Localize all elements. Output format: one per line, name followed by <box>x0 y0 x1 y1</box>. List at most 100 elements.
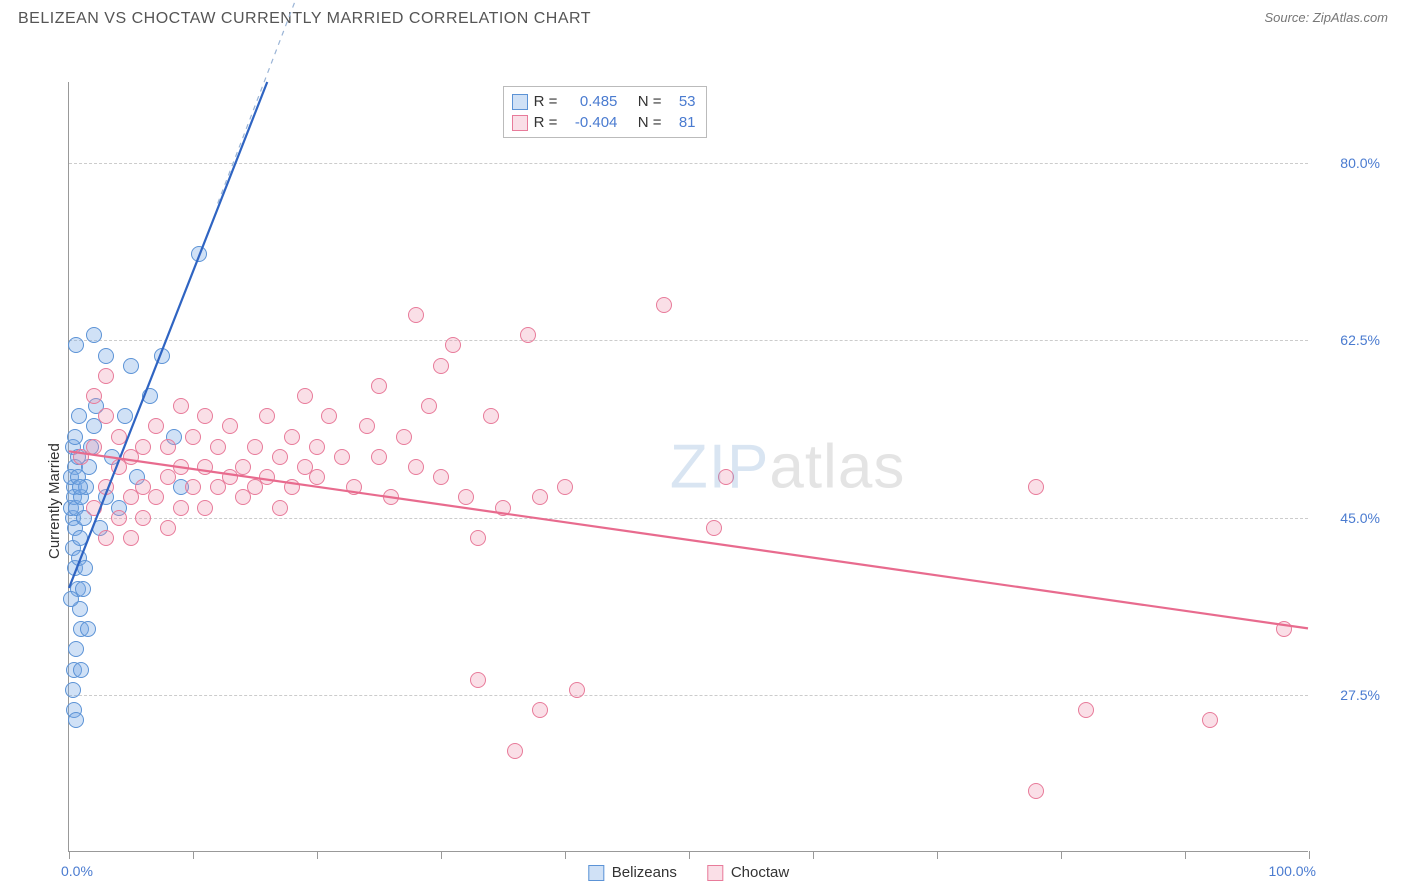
scatter-point <box>135 439 151 455</box>
scatter-point <box>383 489 399 505</box>
scatter-point <box>77 560 93 576</box>
x-tick <box>441 851 442 859</box>
scatter-point <box>247 479 263 495</box>
scatter-point <box>1202 712 1218 728</box>
scatter-point <box>309 439 325 455</box>
n-label: N = <box>638 91 662 112</box>
scatter-point <box>197 459 213 475</box>
scatter-point <box>346 479 362 495</box>
scatter-point <box>210 439 226 455</box>
scatter-point <box>80 621 96 637</box>
scatter-point <box>656 297 672 313</box>
watermark: ZIPatlas <box>670 431 905 502</box>
scatter-point <box>135 510 151 526</box>
scatter-point <box>68 712 84 728</box>
scatter-point <box>433 358 449 374</box>
chart-container: 27.5%45.0%62.5%80.0%0.0%100.0%ZIPatlasR … <box>18 32 1388 852</box>
scatter-point <box>173 459 189 475</box>
series-swatch <box>512 115 528 131</box>
scatter-point <box>259 408 275 424</box>
trend-lines <box>69 82 1308 851</box>
bottom-legend: Belizeans Choctaw <box>588 864 789 881</box>
scatter-point <box>408 307 424 323</box>
scatter-point <box>197 500 213 516</box>
series-swatch <box>512 94 528 110</box>
x-tick <box>193 851 194 859</box>
legend-item: Belizeans <box>588 864 677 881</box>
scatter-point <box>123 530 139 546</box>
scatter-point <box>98 348 114 364</box>
scatter-point <box>483 408 499 424</box>
scatter-point <box>569 682 585 698</box>
scatter-point <box>142 388 158 404</box>
stats-row: R =0.485 N =53 <box>512 91 696 112</box>
x-tick <box>689 851 690 859</box>
scatter-point <box>297 459 313 475</box>
scatter-point <box>1078 702 1094 718</box>
y-tick-label: 80.0% <box>1340 155 1380 171</box>
scatter-point <box>117 408 133 424</box>
scatter-point <box>532 702 548 718</box>
scatter-point <box>72 479 88 495</box>
scatter-point <box>73 662 89 678</box>
scatter-point <box>284 429 300 445</box>
y-tick-label: 45.0% <box>1340 510 1380 526</box>
r-label: R = <box>534 91 558 112</box>
scatter-point <box>272 500 288 516</box>
scatter-point <box>445 337 461 353</box>
scatter-point <box>73 449 89 465</box>
x-tick <box>1185 851 1186 859</box>
scatter-point <box>520 327 536 343</box>
scatter-point <box>98 479 114 495</box>
scatter-point <box>1028 783 1044 799</box>
chart-header: BELIZEAN VS CHOCTAW CURRENTLY MARRIED CO… <box>0 0 1406 32</box>
scatter-point <box>86 327 102 343</box>
y-gridline <box>69 518 1308 519</box>
scatter-point <box>334 449 350 465</box>
stats-row: R =-0.404 N =81 <box>512 112 696 133</box>
scatter-point <box>160 439 176 455</box>
scatter-point <box>185 429 201 445</box>
scatter-point <box>68 641 84 657</box>
scatter-point <box>98 368 114 384</box>
scatter-point <box>86 388 102 404</box>
plot-area: 27.5%45.0%62.5%80.0%0.0%100.0%ZIPatlasR … <box>68 82 1308 852</box>
scatter-point <box>222 469 238 485</box>
legend-item: Choctaw <box>707 864 789 881</box>
x-tick <box>1061 851 1062 859</box>
y-gridline <box>69 163 1308 164</box>
scatter-point <box>507 743 523 759</box>
x-tick <box>813 851 814 859</box>
n-label: N = <box>638 112 662 133</box>
scatter-point <box>396 429 412 445</box>
scatter-point <box>421 398 437 414</box>
scatter-point <box>359 418 375 434</box>
chart-source: Source: ZipAtlas.com <box>1264 10 1388 25</box>
r-value: -0.404 <box>563 112 617 133</box>
scatter-point <box>371 449 387 465</box>
scatter-point <box>718 469 734 485</box>
y-axis-label: Currently Married <box>46 444 63 560</box>
r-value: 0.485 <box>563 91 617 112</box>
scatter-point <box>68 337 84 353</box>
x-max-label: 100.0% <box>1269 863 1316 879</box>
scatter-point <box>222 418 238 434</box>
scatter-point <box>1028 479 1044 495</box>
x-tick <box>565 851 566 859</box>
x-min-label: 0.0% <box>61 863 93 879</box>
scatter-point <box>371 378 387 394</box>
scatter-point <box>284 479 300 495</box>
chart-title: BELIZEAN VS CHOCTAW CURRENTLY MARRIED CO… <box>18 10 591 28</box>
y-gridline <box>69 340 1308 341</box>
scatter-point <box>1276 621 1292 637</box>
scatter-point <box>98 408 114 424</box>
x-tick <box>1309 851 1310 859</box>
scatter-point <box>71 408 87 424</box>
scatter-point <box>706 520 722 536</box>
r-label: R = <box>534 112 558 133</box>
scatter-point <box>309 469 325 485</box>
x-tick <box>69 851 70 859</box>
scatter-point <box>321 408 337 424</box>
scatter-point <box>63 591 79 607</box>
scatter-point <box>297 388 313 404</box>
